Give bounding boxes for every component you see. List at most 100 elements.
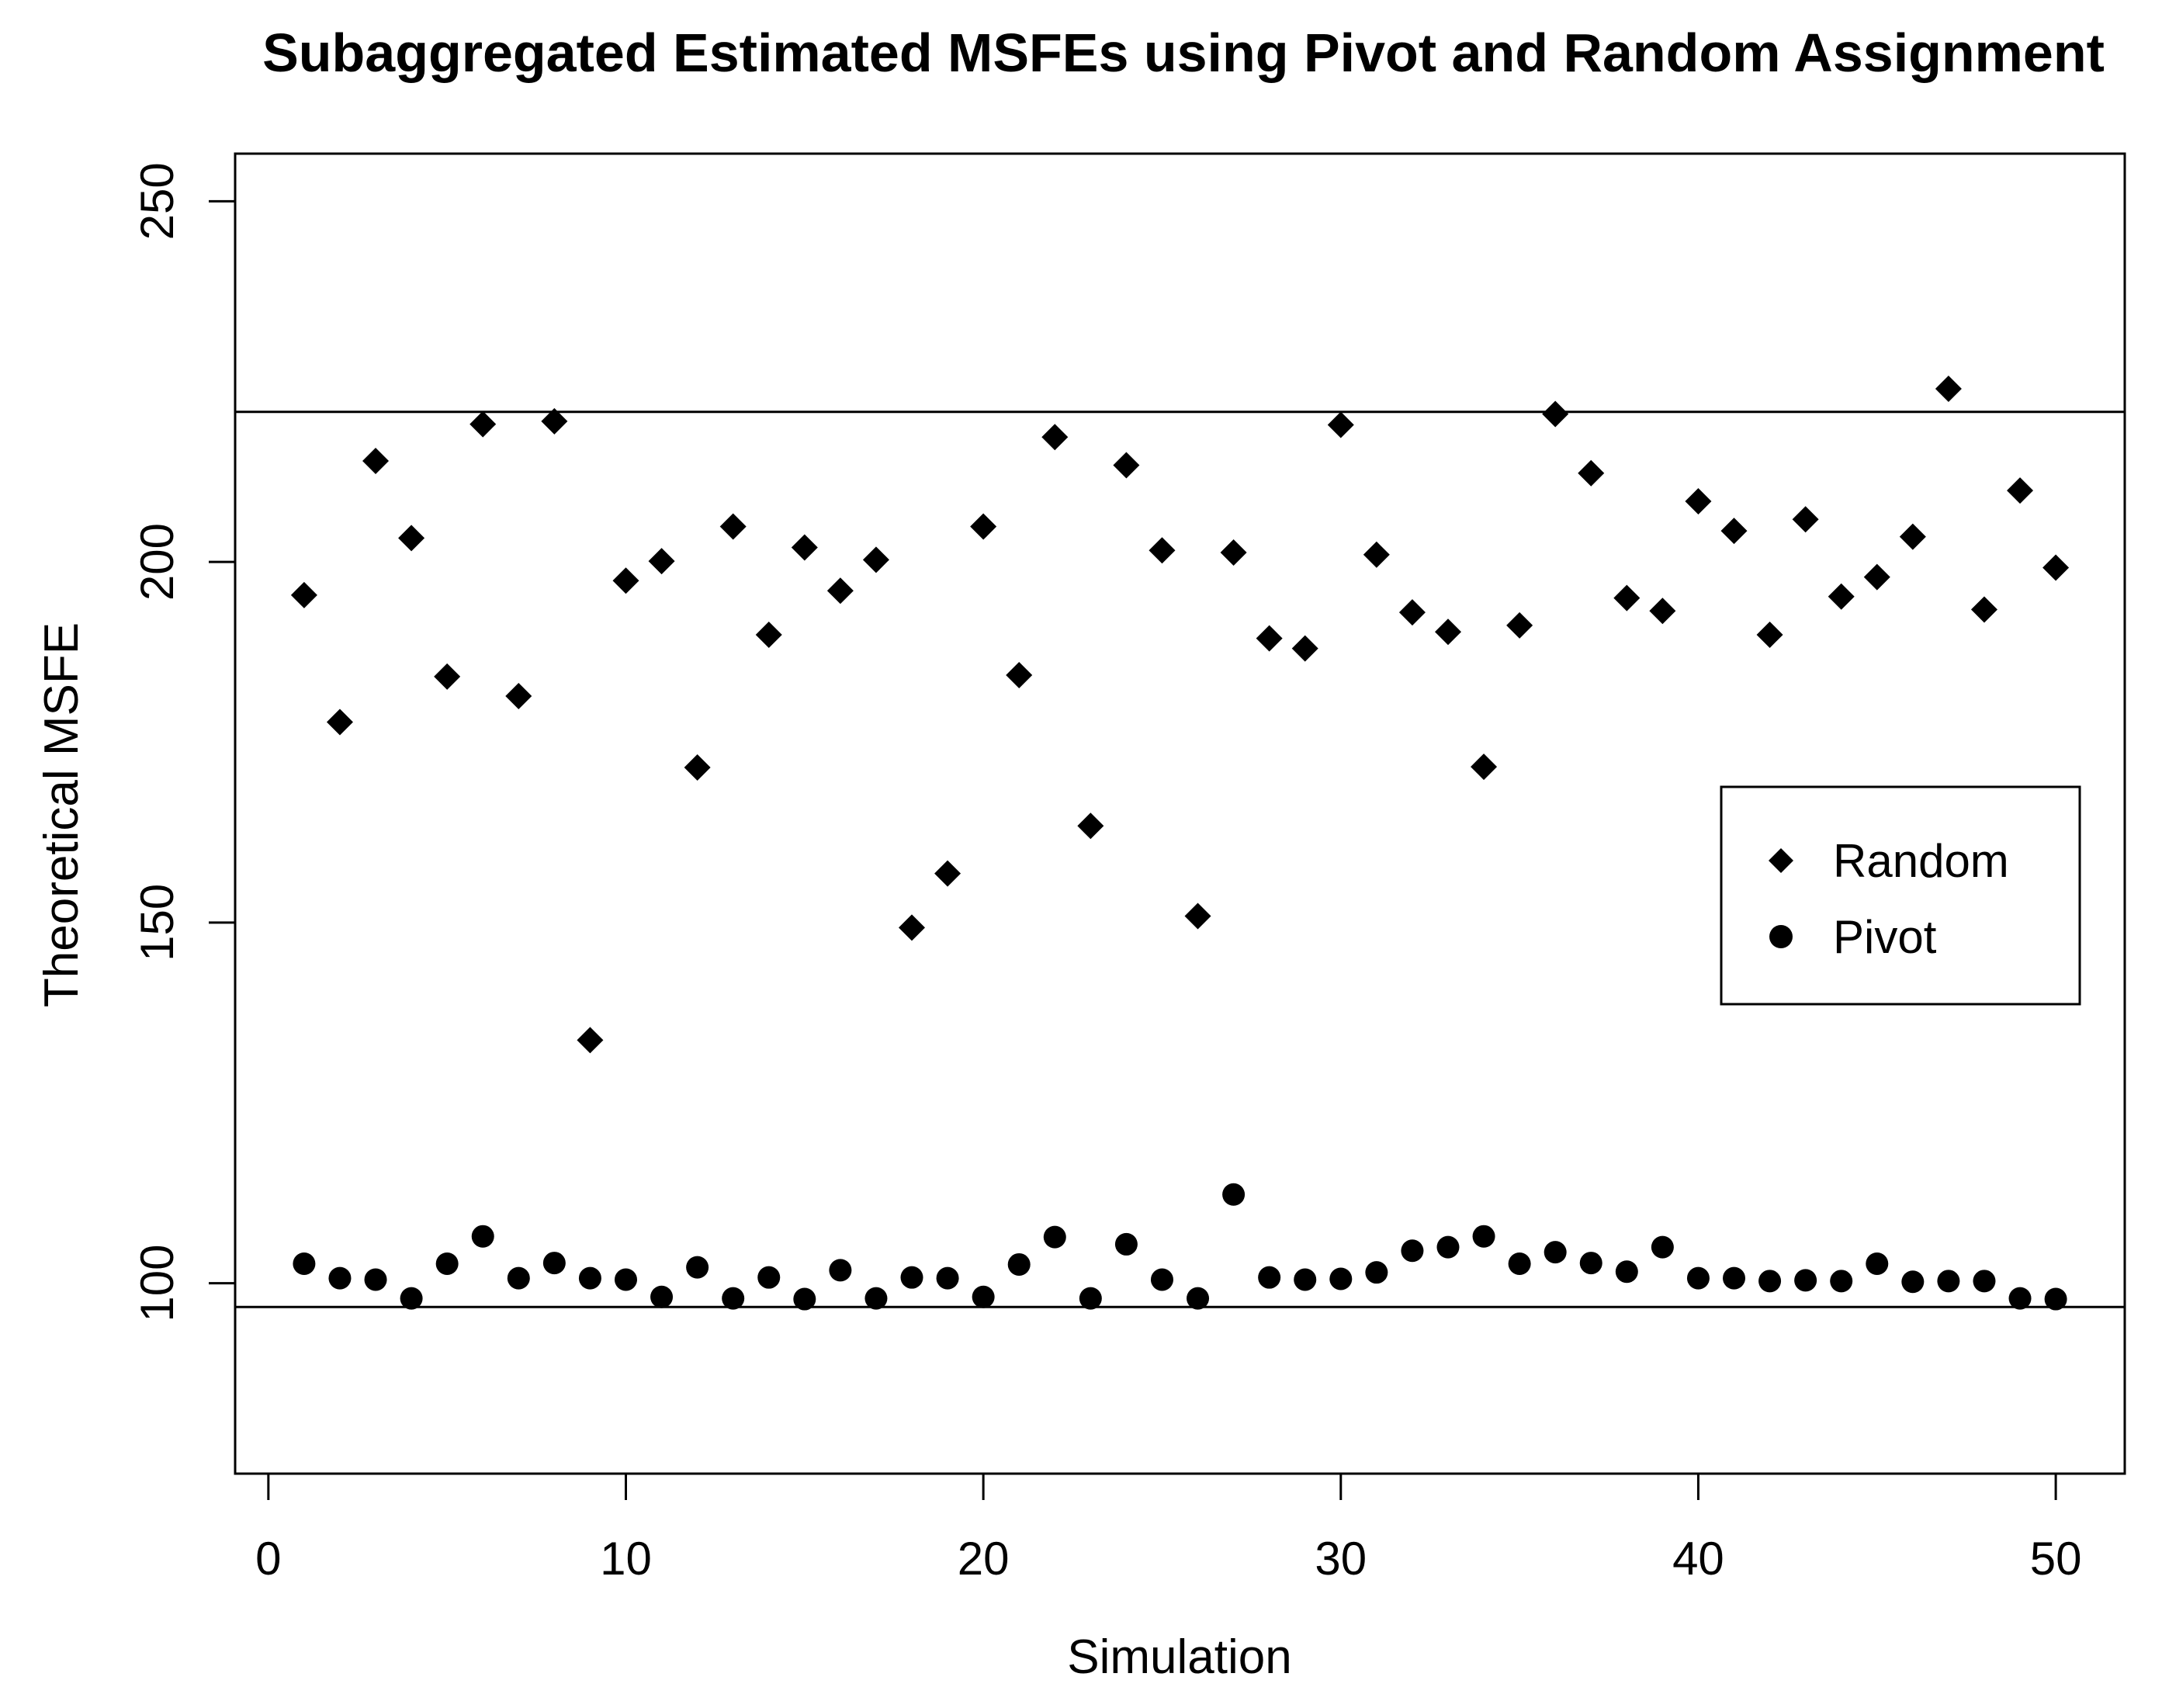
x-tick-label: 30	[1315, 1533, 1367, 1585]
random-point	[362, 447, 390, 474]
random-point	[1542, 400, 1569, 428]
pivot-point	[1258, 1266, 1281, 1289]
pivot-point	[1114, 1232, 1138, 1256]
pivot-point	[1294, 1268, 1317, 1291]
random-point	[1756, 621, 1783, 648]
pivot-point	[364, 1268, 387, 1291]
pivot-point	[1329, 1267, 1353, 1291]
pivot-point	[435, 1252, 459, 1276]
random-point	[1578, 459, 1605, 487]
y-axis-title: Theoretical MSFE	[35, 622, 88, 1007]
random-point	[1149, 537, 1176, 564]
random-point	[899, 914, 926, 941]
pivot-point	[507, 1266, 530, 1290]
x-tick-label: 40	[1672, 1533, 1724, 1585]
axis-layer: 0 10 20 30 40 50 100 150 200 250	[131, 162, 2081, 1585]
legend-label-random: Random	[1833, 835, 2009, 887]
pivot-point	[1150, 1268, 1173, 1291]
random-point	[326, 708, 353, 736]
random-point	[791, 534, 818, 561]
pivot-point	[471, 1225, 494, 1248]
pivot-point	[686, 1256, 709, 1279]
random-point	[1363, 541, 1390, 568]
pivot-point	[1973, 1270, 1996, 1293]
pivot-point	[1365, 1261, 1388, 1284]
pivot-point	[1723, 1266, 1746, 1290]
random-point	[1685, 488, 1712, 515]
random-point	[577, 1027, 604, 1054]
pivot-point	[900, 1266, 923, 1289]
reference-lines	[235, 411, 2125, 1308]
random-point	[1184, 903, 1211, 930]
random-point	[1327, 411, 1354, 438]
x-tick-label: 50	[2030, 1533, 2082, 1585]
random-point	[1398, 599, 1426, 626]
random-point	[1041, 424, 1069, 451]
chart-title: Subaggregated Estimated MSFEs using Pivo…	[262, 23, 2105, 83]
random-point	[1863, 563, 1890, 591]
legend-box	[1720, 785, 2081, 1006]
random-point	[970, 513, 997, 540]
random-point	[469, 411, 497, 438]
random-point	[2007, 477, 2034, 504]
pivot-point	[972, 1285, 995, 1308]
random-point	[1935, 376, 1962, 403]
random-point	[1970, 596, 1997, 623]
random-point	[1506, 611, 1533, 639]
pivot-point	[2008, 1287, 2032, 1310]
legend-random-diamond-icon	[1769, 848, 1793, 873]
pivot-point	[328, 1266, 352, 1290]
pivot-point	[400, 1287, 423, 1310]
random-point	[862, 546, 889, 573]
random-point	[1613, 584, 1641, 611]
pivot-point	[864, 1287, 888, 1310]
pivot-point	[936, 1266, 959, 1290]
random-point	[2042, 554, 2070, 581]
pivot-point	[1686, 1266, 1710, 1290]
random-point	[1649, 598, 1676, 625]
pivot-point	[1508, 1252, 1531, 1276]
pivot-point	[1222, 1183, 1246, 1206]
random-point	[1720, 518, 1748, 545]
random-point	[1291, 635, 1318, 662]
pivot-point	[1436, 1235, 1460, 1259]
x-tick-label: 0	[255, 1533, 281, 1585]
pivot-point	[293, 1252, 316, 1276]
random-point	[612, 567, 639, 594]
random-point	[1792, 506, 1819, 533]
pivot-point	[1544, 1241, 1567, 1264]
pivot-point	[1866, 1252, 1889, 1276]
random-point	[541, 407, 568, 435]
pivot-point	[1830, 1270, 1853, 1293]
random-point	[1006, 662, 1033, 689]
random-point	[290, 581, 317, 608]
random-point	[826, 577, 854, 605]
pivot-point	[1079, 1287, 1102, 1310]
pivot-point	[650, 1285, 674, 1308]
random-point	[1077, 812, 1104, 840]
random-point	[1113, 452, 1140, 479]
legend-pivot-circle-icon	[1769, 925, 1793, 948]
random-point	[1256, 625, 1283, 652]
pivot-point	[1651, 1235, 1674, 1259]
random-point	[755, 621, 782, 648]
pivot-point	[614, 1268, 637, 1291]
random-point	[1471, 754, 1498, 781]
pivot-point	[757, 1266, 781, 1289]
random-point	[719, 513, 747, 540]
pivot-point	[1401, 1239, 1424, 1263]
random-point	[684, 754, 711, 781]
legend-label-pivot: Pivot	[1833, 911, 1937, 963]
pivot-point	[1937, 1270, 1960, 1293]
x-tick-label: 10	[600, 1533, 652, 1585]
pivot-point	[542, 1252, 566, 1275]
y-tick-label: 200	[131, 523, 183, 601]
x-tick-label: 20	[958, 1533, 1010, 1585]
pivot-point	[578, 1266, 601, 1290]
pivot-point	[1043, 1225, 1066, 1249]
pivot-point	[2044, 1287, 2067, 1311]
random-point	[505, 682, 532, 709]
pivot-point	[829, 1259, 852, 1282]
